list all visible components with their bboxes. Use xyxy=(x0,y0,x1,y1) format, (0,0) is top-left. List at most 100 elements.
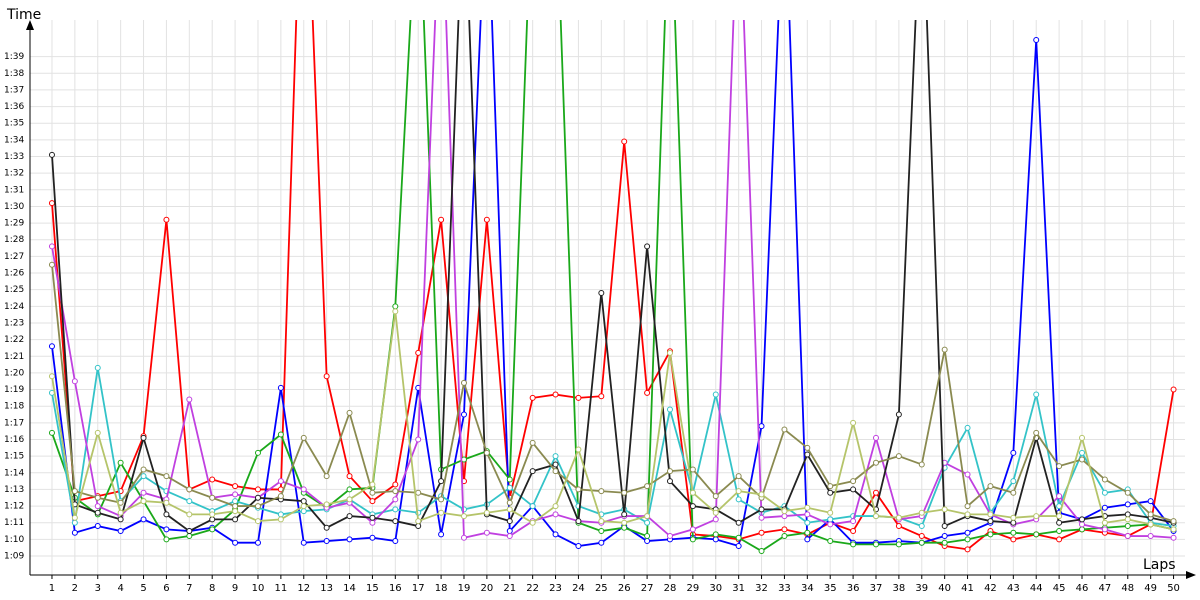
x-axis-title: Laps xyxy=(1143,557,1176,573)
data-point xyxy=(552,531,559,538)
data-point xyxy=(48,343,55,350)
data-point xyxy=(415,523,422,530)
data-point xyxy=(323,524,330,531)
data-point xyxy=(1124,533,1131,540)
data-point xyxy=(1078,456,1085,463)
data-point xyxy=(575,518,582,525)
data-point xyxy=(140,498,147,505)
data-point xyxy=(552,468,559,475)
y-tick-label: 1:28 xyxy=(4,235,24,245)
data-point xyxy=(1170,534,1177,541)
data-point xyxy=(369,519,376,526)
tick-labels: 1:09 1:10 1:11 1:12 1:13 1:14 1:15 1:16 1:17 1:18… xyxy=(4,52,1180,594)
y-tick-label: 1:19 xyxy=(4,385,24,395)
x-tick-label: 42 xyxy=(984,583,997,594)
data-point xyxy=(804,529,811,536)
data-point xyxy=(277,516,284,523)
data-point xyxy=(415,489,422,496)
data-point xyxy=(506,528,513,535)
data-point xyxy=(987,518,994,525)
x-tick-label: 47 xyxy=(1099,583,1112,594)
data-point xyxy=(1124,511,1131,518)
data-point xyxy=(621,524,628,531)
data-point xyxy=(300,498,307,505)
data-point xyxy=(941,506,948,513)
data-point xyxy=(1033,36,1040,43)
y-tick-label: 1:15 xyxy=(4,452,24,462)
x-tick-label: 49 xyxy=(1144,583,1157,594)
y-tick-label: 1:27 xyxy=(4,252,24,262)
data-point xyxy=(781,526,788,533)
data-point xyxy=(1033,391,1040,398)
data-point xyxy=(163,216,170,223)
x-tick-label: 15 xyxy=(366,583,379,594)
data-point xyxy=(163,526,170,533)
data-point xyxy=(369,534,376,541)
data-point xyxy=(140,473,147,480)
y-tick-label: 1:10 xyxy=(4,535,24,545)
data-point xyxy=(804,504,811,511)
data-point xyxy=(644,243,651,250)
data-point xyxy=(621,138,628,145)
data-point xyxy=(1010,478,1017,485)
data-point xyxy=(621,511,628,518)
data-point xyxy=(598,488,605,495)
data-point xyxy=(1056,536,1063,543)
data-point xyxy=(850,528,857,535)
x-tick-label: 23 xyxy=(549,583,562,594)
series-line xyxy=(51,311,1174,531)
data-point xyxy=(392,308,399,315)
data-point xyxy=(1124,501,1131,508)
data-point xyxy=(300,434,307,441)
x-tick-label: 17 xyxy=(412,583,425,594)
data-point xyxy=(346,486,353,493)
data-point xyxy=(872,459,879,466)
data-point xyxy=(277,431,284,438)
x-tick-label: 19 xyxy=(458,583,471,594)
data-point xyxy=(369,489,376,496)
data-point xyxy=(483,449,490,456)
data-point xyxy=(529,439,536,446)
data-point xyxy=(300,486,307,493)
data-point xyxy=(232,491,239,498)
data-point xyxy=(689,526,696,533)
x-tick-label: 20 xyxy=(481,583,494,594)
data-point xyxy=(392,303,399,310)
y-tick-label: 1:33 xyxy=(4,152,24,162)
data-point xyxy=(483,509,490,516)
data-point xyxy=(1124,489,1131,496)
x-tick-label: 50 xyxy=(1167,583,1180,594)
y-tick-label: 1:29 xyxy=(4,219,24,229)
data-point xyxy=(117,528,124,535)
data-point xyxy=(1101,519,1108,526)
x-tick-label: 33 xyxy=(778,583,791,594)
data-point xyxy=(277,478,284,485)
data-point xyxy=(232,503,239,510)
data-point xyxy=(666,349,673,356)
series-line xyxy=(51,20,1175,551)
data-point xyxy=(758,514,765,521)
x-tick-label: 2 xyxy=(72,583,78,594)
data-point xyxy=(941,539,948,546)
x-tick-label: 22 xyxy=(526,583,539,594)
data-point xyxy=(666,533,673,540)
data-point xyxy=(506,533,513,540)
series-line xyxy=(51,20,1174,533)
data-point xyxy=(644,513,651,520)
axes: Time Laps xyxy=(6,7,1196,579)
data-point xyxy=(392,496,399,503)
data-point xyxy=(140,489,147,496)
y-tick-label: 1:12 xyxy=(4,502,24,512)
data-point xyxy=(941,346,948,353)
x-tick-label: 21 xyxy=(503,583,516,594)
data-point xyxy=(1078,526,1085,533)
data-point xyxy=(781,533,788,540)
data-point xyxy=(460,411,467,418)
data-point xyxy=(644,533,651,540)
data-point xyxy=(1010,536,1017,543)
data-point xyxy=(209,476,216,483)
data-point xyxy=(415,349,422,356)
data-point xyxy=(186,511,193,518)
x-tick-label: 43 xyxy=(1007,583,1020,594)
